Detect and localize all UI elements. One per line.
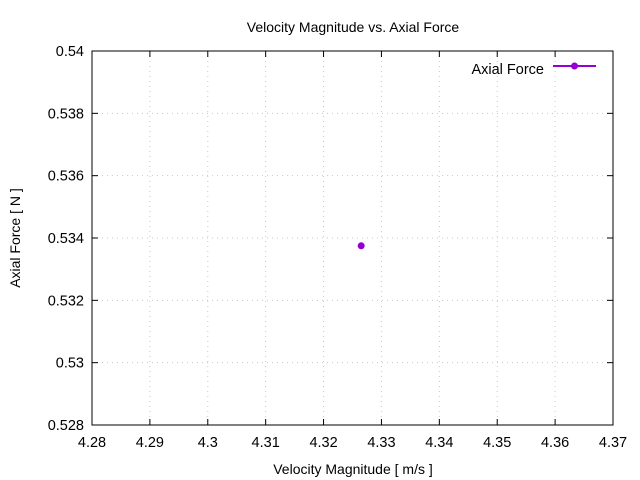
x-axis-label: Velocity Magnitude [ m/s ]: [273, 461, 433, 477]
x-tick-label: 4.32: [309, 435, 337, 451]
x-tick-label: 4.34: [425, 435, 453, 451]
y-tick-label: 0.53: [56, 356, 84, 372]
x-tick-label: 4.37: [599, 435, 627, 451]
x-tick-label: 4.35: [483, 435, 511, 451]
y-tick-label: 0.536: [48, 169, 84, 185]
x-tick-label: 4.36: [541, 435, 569, 451]
data-point: [357, 242, 365, 250]
x-tick-labels: 4.28 4.29 4.3 4.31 4.32 4.33 4.34 4.35 4.36 4.37: [78, 435, 627, 451]
legend-marker: [571, 62, 578, 70]
y-tick-label: 0.534: [48, 231, 84, 247]
y-tick-label: 0.532: [48, 293, 84, 309]
y-tick-label: 0.538: [48, 106, 84, 122]
x-tick-label: 4.31: [252, 435, 280, 451]
x-tick-label: 4.28: [78, 435, 106, 451]
axis-ticks: [91, 50, 614, 426]
legend-label: Axial Force: [471, 62, 544, 78]
y-tick-label: 0.54: [56, 44, 84, 60]
x-tick-label: 4.29: [136, 435, 164, 451]
x-tick-label: 4.33: [367, 435, 395, 451]
y-tick-label: 0.528: [48, 418, 84, 434]
x-tick-label: 4.3: [198, 435, 218, 451]
y-tick-labels: 0.528 0.53 0.532 0.534 0.536 0.538 0.54: [48, 44, 84, 434]
grid-lines: [92, 51, 613, 425]
data-points: [357, 242, 365, 250]
y-axis-label: Axial Force [ N ]: [7, 188, 23, 288]
legend: Axial Force: [471, 62, 596, 78]
chart-title: Velocity Magnitude vs. Axial Force: [247, 19, 460, 35]
